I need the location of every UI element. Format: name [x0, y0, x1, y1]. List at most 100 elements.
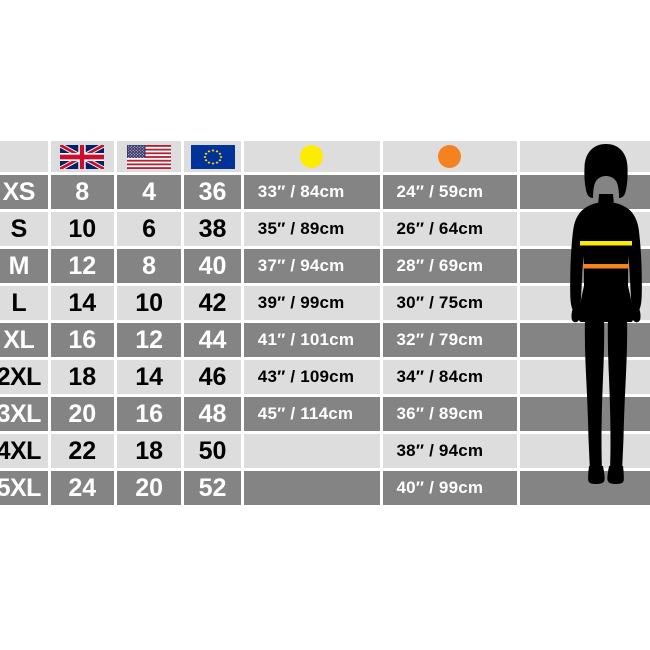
cell-eu: 38 [184, 212, 241, 246]
table-row: L 14 10 42 39″ / 99cm 30″ / 75cm [0, 286, 650, 320]
cell-uk: 12 [50, 249, 114, 283]
cell-waist: 30″ / 75cm [382, 286, 518, 320]
cell-uk: 10 [50, 212, 114, 246]
eu-size-value: 40 [198, 251, 227, 280]
uk-size-value: 22 [68, 436, 97, 465]
header-cell-uk [50, 141, 114, 172]
cell-size: 5XL [0, 471, 48, 505]
bust-measurement: 37″ / 94cm [257, 256, 345, 275]
cell-figure [520, 360, 650, 394]
size-label: S [10, 214, 28, 243]
eu-size-value: 38 [198, 214, 227, 243]
cell-us: 6 [116, 212, 182, 246]
size-label: L [11, 288, 27, 317]
us-size-value: 14 [135, 362, 164, 391]
cell-size: M [0, 249, 48, 283]
cell-waist: 32″ / 79cm [382, 323, 518, 357]
us-size-value: 12 [135, 325, 164, 354]
cell-figure [520, 323, 650, 357]
cell-us: 16 [116, 397, 182, 431]
table-row: 2XL 18 14 46 43″ / 109cm 34″ / 84cm [0, 360, 650, 394]
cell-bust: 33″ / 84cm [243, 175, 380, 209]
cell-figure [520, 434, 650, 468]
us-size-value: 18 [135, 436, 164, 465]
cell-waist: 40″ / 99cm [382, 471, 518, 505]
eu-size-value: 50 [198, 436, 227, 465]
cell-eu: 36 [184, 175, 241, 209]
cell-size: 2XL [0, 360, 48, 394]
cell-bust [243, 434, 380, 468]
cell-waist: 26″ / 64cm [382, 212, 518, 246]
header-cell-size [0, 141, 48, 172]
header-cell-bust [243, 141, 380, 172]
waist-measurement: 38″ / 94cm [396, 441, 484, 460]
uk-flag [51, 144, 114, 169]
size-conversion-table: XS 8 4 36 33″ / 84cm 24″ / 59cm S 10 6 38 35″ / 89… [0, 141, 650, 505]
uk-size-value: 12 [68, 251, 97, 280]
cell-size: 3XL [0, 397, 48, 431]
waist-measurement: 40″ / 99cm [396, 478, 484, 497]
orange-dot [438, 145, 462, 168]
uk-size-value: 14 [68, 288, 97, 317]
header-cell-us [116, 141, 182, 172]
cell-uk: 8 [50, 175, 114, 209]
table-row: M 12 8 40 37″ / 94cm 28″ / 69cm [0, 249, 650, 283]
cell-eu: 50 [184, 434, 241, 468]
cell-size: XS [0, 175, 48, 209]
eu-flag [184, 144, 240, 169]
cell-waist: 38″ / 94cm [382, 434, 518, 468]
cell-waist: 36″ / 89cm [382, 397, 518, 431]
cell-uk: 22 [50, 434, 114, 468]
size-label: XL [3, 325, 35, 354]
uk-size-value: 16 [68, 325, 97, 354]
header-cell-waist [382, 141, 518, 172]
waist-measurement: 28″ / 69cm [396, 256, 484, 275]
cell-eu: 40 [184, 249, 241, 283]
table-row: 3XL 20 16 48 45″ / 114cm 36″ / 89cm [0, 397, 650, 431]
cell-size: L [0, 286, 48, 320]
bust-measurement: 39″ / 99cm [257, 293, 345, 312]
uk-size-value: 18 [68, 362, 97, 391]
cell-uk: 14 [50, 286, 114, 320]
eu-size-value: 46 [198, 362, 227, 391]
cell-eu: 48 [184, 397, 241, 431]
cell-waist: 28″ / 69cm [382, 249, 518, 283]
cell-us: 4 [116, 175, 182, 209]
size-label: 5XL [0, 473, 41, 502]
cell-uk: 24 [50, 471, 114, 505]
waist-measurement: 34″ / 84cm [396, 367, 484, 386]
cell-bust: 41″ / 101cm [243, 323, 380, 357]
cell-figure [520, 249, 650, 283]
bust-measurement: 33″ / 84cm [257, 182, 345, 201]
table-row: XS 8 4 36 33″ / 84cm 24″ / 59cm [0, 175, 650, 209]
cell-uk: 20 [50, 397, 114, 431]
uk-size-value: 10 [68, 214, 97, 243]
waist-measurement: 26″ / 64cm [396, 219, 484, 238]
uk-size-value: 24 [68, 473, 97, 502]
cell-uk: 16 [50, 323, 114, 357]
cell-us: 12 [116, 323, 182, 357]
bust-measurement: 41″ / 101cm [257, 330, 355, 349]
cell-bust: 35″ / 89cm [243, 212, 380, 246]
bust-measurement: 45″ / 114cm [257, 404, 354, 423]
size-label: 4XL [0, 436, 41, 465]
table-row: 4XL 22 18 50 38″ / 94cm [0, 434, 650, 468]
cell-eu: 42 [184, 286, 241, 320]
cell-eu: 52 [184, 471, 241, 505]
size-label: 2XL [0, 362, 41, 391]
us-size-value: 4 [142, 177, 157, 206]
cell-bust: 45″ / 114cm [243, 397, 380, 431]
bust-measurement: 35″ / 89cm [257, 219, 345, 238]
cell-us: 20 [116, 471, 182, 505]
size-label: M [8, 251, 30, 280]
cell-eu: 44 [184, 323, 241, 357]
waist-measurement: 30″ / 75cm [396, 293, 484, 312]
cell-bust: 43″ / 109cm [243, 360, 380, 394]
header-cell-eu [184, 141, 241, 172]
us-size-value: 10 [135, 288, 164, 317]
cell-bust: 39″ / 99cm [243, 286, 380, 320]
yellow-dot [300, 145, 324, 168]
cell-waist: 24″ / 59cm [382, 175, 518, 209]
header-cell-figure [520, 141, 650, 172]
table-row: S 10 6 38 35″ / 89cm 26″ / 64cm [0, 212, 650, 246]
